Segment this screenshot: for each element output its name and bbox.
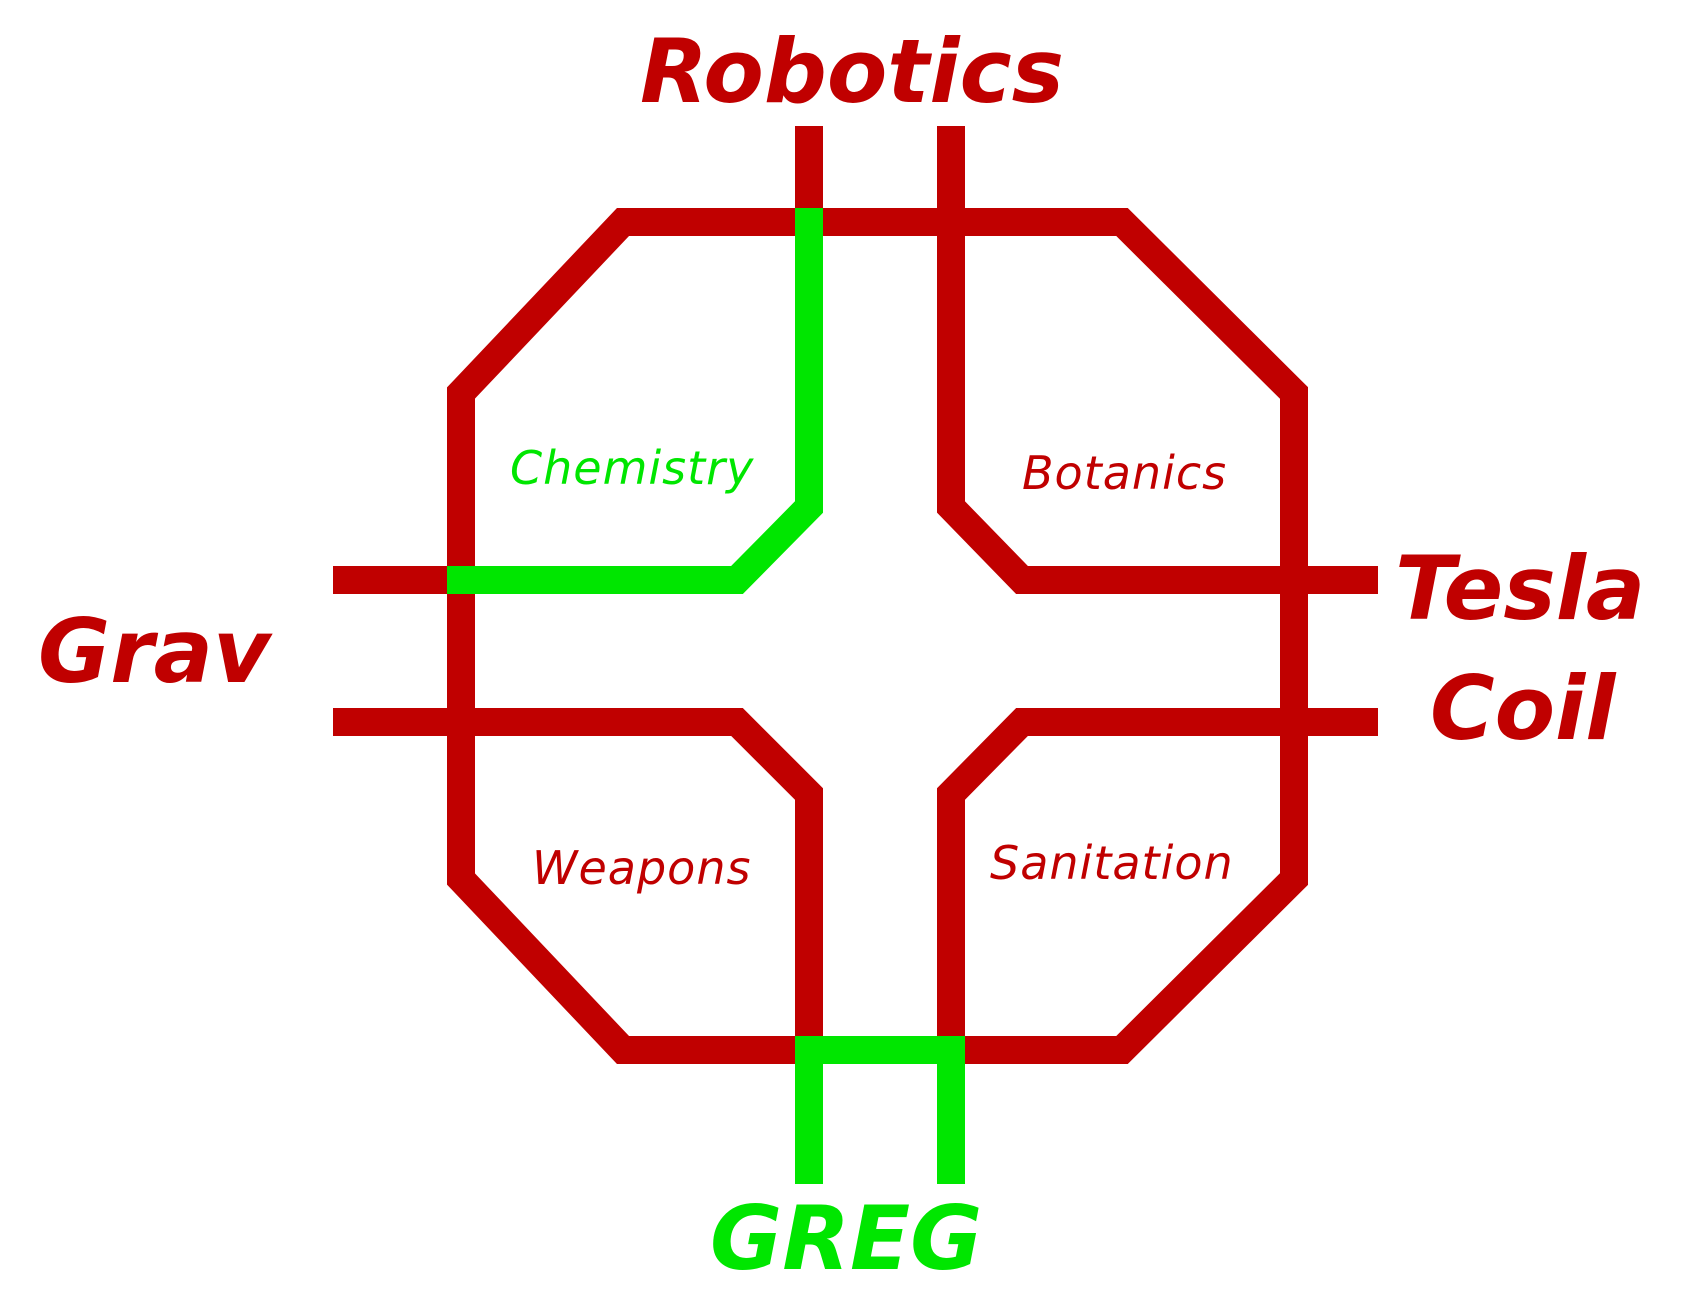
greg-label: GREG: [710, 1195, 982, 1283]
route-chemistry-corridor: [461, 222, 809, 580]
route-greg-connector: [809, 1050, 951, 1170]
red-corridors: [347, 140, 1364, 1050]
chemistry-label: Chemistry: [510, 445, 754, 491]
outer-ring-corridor: [461, 222, 1294, 1050]
weapons-label: Weapons: [532, 845, 751, 891]
sanitation-label: Sanitation: [990, 840, 1234, 886]
corridor-botanics-inner: [951, 222, 1294, 580]
robotics-label: Robotics: [640, 28, 1064, 116]
botanics-label: Botanics: [1022, 450, 1227, 496]
highlighted-route: [461, 222, 951, 1170]
tesla-label: Tesla: [1395, 545, 1645, 633]
coil-label: Coil: [1430, 665, 1615, 753]
grav-label: Grav: [38, 608, 270, 696]
